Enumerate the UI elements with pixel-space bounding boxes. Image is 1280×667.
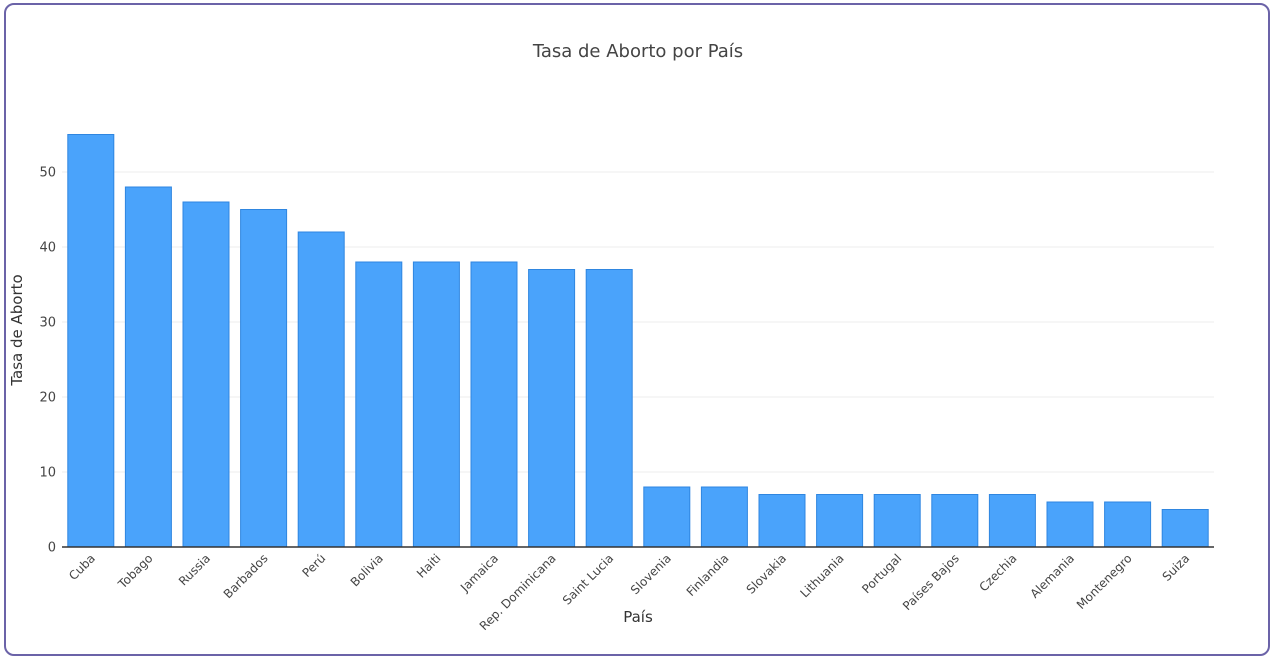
bar-alemania[interactable] <box>1046 501 1094 548</box>
bar-barbados[interactable] <box>240 209 288 548</box>
x-tick-label: Alemania <box>1027 551 1077 601</box>
bar-portugal[interactable] <box>873 494 921 548</box>
x-tick-label: Suiza <box>1160 551 1193 584</box>
bar-slovakia[interactable] <box>758 494 806 548</box>
bar-jamaica[interactable] <box>470 261 518 548</box>
bar-russia[interactable] <box>182 201 230 548</box>
bars <box>67 134 1209 548</box>
gridlines <box>62 171 1214 473</box>
x-axis-title: País <box>623 608 653 626</box>
bar-slovenia[interactable] <box>643 486 691 548</box>
x-tick-label: Russia <box>176 551 213 588</box>
bar-montenegro[interactable] <box>1104 501 1152 548</box>
x-tick-label: Saint Lucia <box>560 551 616 607</box>
x-tick-label: Barbados <box>221 551 271 601</box>
x-tick-label: Haiti <box>414 551 444 581</box>
bar-tobago[interactable] <box>124 186 172 548</box>
x-tick-label: Cuba <box>66 551 98 583</box>
y-tick-label: 50 <box>39 166 56 181</box>
x-tick-label: Perú <box>300 551 329 580</box>
x-tick-label: Montenegro <box>1074 551 1135 612</box>
x-tick-label: Czechia <box>976 551 1019 594</box>
bar-per-[interactable] <box>297 231 345 548</box>
y-tick-labels: 0 10 20 30 40 50 <box>39 166 56 556</box>
chart-title: Tasa de Aborto por País <box>532 41 743 62</box>
bar-rep-dominicana[interactable] <box>528 269 576 548</box>
x-tick-label: Países Bajos <box>900 551 962 613</box>
x-tick-label: Bolivia <box>348 551 386 589</box>
x-tick-label: Tobago <box>115 551 156 592</box>
bar-finlandia[interactable] <box>700 486 748 548</box>
bar-czechia[interactable] <box>988 494 1036 548</box>
x-tick-label: Finlandia <box>684 551 732 599</box>
y-axis-title: Tasa de Aborto <box>8 274 26 386</box>
x-tick-label: Lithuania <box>798 551 847 600</box>
bar-bolivia[interactable] <box>355 261 403 548</box>
bar-suiza[interactable] <box>1161 509 1209 548</box>
x-tick-label: Jamaica <box>457 551 501 595</box>
x-tick-label: Slovenia <box>628 551 674 597</box>
bar-cuba[interactable] <box>67 134 115 548</box>
bar-lithuania[interactable] <box>816 494 864 548</box>
bar-pa-ses-bajos[interactable] <box>931 494 979 548</box>
bar-haiti[interactable] <box>412 261 460 548</box>
x-tick-label: Slovakia <box>744 551 790 597</box>
y-tick-label: 40 <box>39 241 56 256</box>
x-tick-label: Portugal <box>859 551 904 596</box>
bar-saint-lucia[interactable] <box>585 269 633 548</box>
y-tick-label: 10 <box>39 466 56 481</box>
y-tick-label: 0 <box>48 541 56 556</box>
y-tick-label: 20 <box>39 391 56 406</box>
y-tick-label: 30 <box>39 316 56 331</box>
